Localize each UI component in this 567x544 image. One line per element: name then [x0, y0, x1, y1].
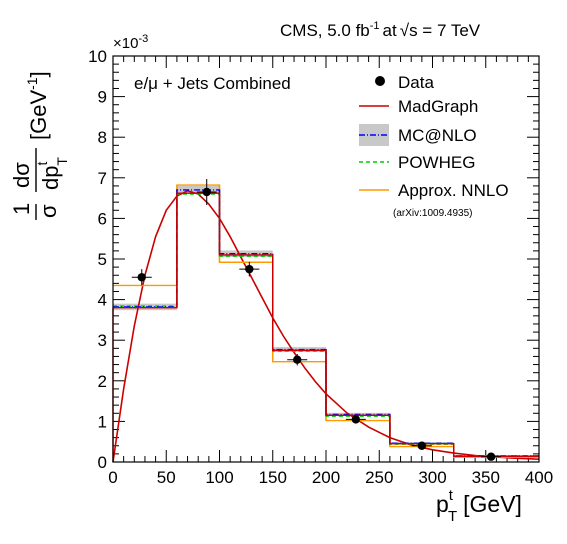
x-tick-label: 150: [259, 468, 287, 487]
legend-note: (arXiv:1009.4935): [393, 208, 473, 219]
y-tick-label: 3: [98, 331, 107, 350]
legend-mcatnlo-label: MC@NLO: [398, 126, 477, 145]
x-tick-label: 400: [525, 468, 553, 487]
data-point: [293, 355, 302, 364]
powheg-step: [113, 193, 539, 457]
y-axis-title-denominator: dp: [38, 166, 63, 190]
legend-powheg-label: POWHEG: [398, 153, 475, 172]
y-axis-title-sigma: σ: [36, 204, 61, 218]
y-axis-title-unit-sup: -1: [24, 77, 40, 90]
madgraph-step: [113, 192, 539, 458]
legend-nnlo-label: Approx. NNLO: [398, 181, 509, 200]
x-axis-title-sup: t: [449, 487, 454, 504]
y-tick-label: 0: [98, 453, 107, 472]
legend-madgraph-label: MadGraph: [398, 97, 478, 116]
y-axis-title-one: 1: [9, 203, 34, 215]
x-axis-title-sub: T: [448, 508, 457, 525]
y-axis-title-den-sub: T: [54, 157, 70, 166]
mcatnlo-band-bin: [113, 303, 177, 311]
data-point: [417, 441, 427, 450]
svg-text:[GeV-1]: [GeV-1]: [24, 71, 51, 140]
x-tick-label: 250: [365, 468, 393, 487]
y-axis-title-numerator: dσ: [9, 162, 34, 188]
mcatnlo-step: [113, 189, 539, 457]
data-point: [137, 273, 146, 282]
x-axis-title-unit: [GeV]: [463, 491, 522, 517]
header-lumi-sup: -1: [370, 20, 380, 32]
y-tick-label: 1: [98, 412, 107, 431]
header-experiment: CMS, 5.0 fb-1 at √s = 7 TeV: [280, 20, 481, 40]
legend-item-mcatnlo: MC@NLO: [359, 124, 477, 146]
x-tick-label: 300: [418, 468, 446, 487]
chart-title: e/μ + Jets Combined: [134, 74, 291, 93]
header-sqrt-symbol: √: [400, 21, 410, 40]
legend-item-madgraph: MadGraph: [359, 97, 478, 116]
y-tick-label: 8: [98, 128, 107, 147]
x-axis-title: pt T [GeV]: [436, 487, 522, 525]
data-point: [351, 415, 361, 424]
y-axis-title-unit-close: ]: [26, 71, 51, 77]
y-tick-label: 6: [98, 209, 107, 228]
data-point: [486, 452, 496, 461]
y-axis-title-den-sup: t: [34, 162, 50, 166]
x-tick-label: 0: [108, 468, 117, 487]
plot-frame: [112, 55, 540, 463]
y-axis-title: 1 σ dσ dpt T [GeV-1]: [9, 71, 70, 220]
data-point: [202, 187, 211, 197]
x-tick-label: 50: [157, 468, 176, 487]
y-tick-label: 4: [98, 291, 107, 310]
y-multiplier: ×10-3: [113, 33, 148, 52]
legend-item-nnlo: Approx. NNLO: [359, 181, 509, 200]
y-tick-label: 5: [98, 250, 107, 269]
y-tick-label: 10: [88, 47, 107, 66]
y-multiplier-exponent: -3: [138, 33, 148, 45]
x-tick-label: 200: [312, 468, 340, 487]
legend: Data MadGraph MC@NLO POWHEG Approx. NNLO…: [359, 73, 509, 219]
legend-data-label: Data: [398, 73, 434, 92]
y-tick-label: 7: [98, 169, 107, 188]
legend-item-powheg: POWHEG: [359, 153, 475, 172]
y-tick-label: 2: [98, 372, 107, 391]
x-tick-label: 350: [472, 468, 500, 487]
legend-item-data: Data: [375, 73, 434, 92]
x-tick-label: 100: [205, 468, 233, 487]
y-tick-label: 9: [98, 88, 107, 107]
header-energy-mid: at: [383, 21, 397, 40]
legend-data-marker: [375, 76, 385, 86]
header-energy-tail: s = 7 TeV: [409, 21, 481, 40]
data-point: [245, 264, 254, 274]
y-axis-title-unit: [GeV: [26, 90, 51, 140]
